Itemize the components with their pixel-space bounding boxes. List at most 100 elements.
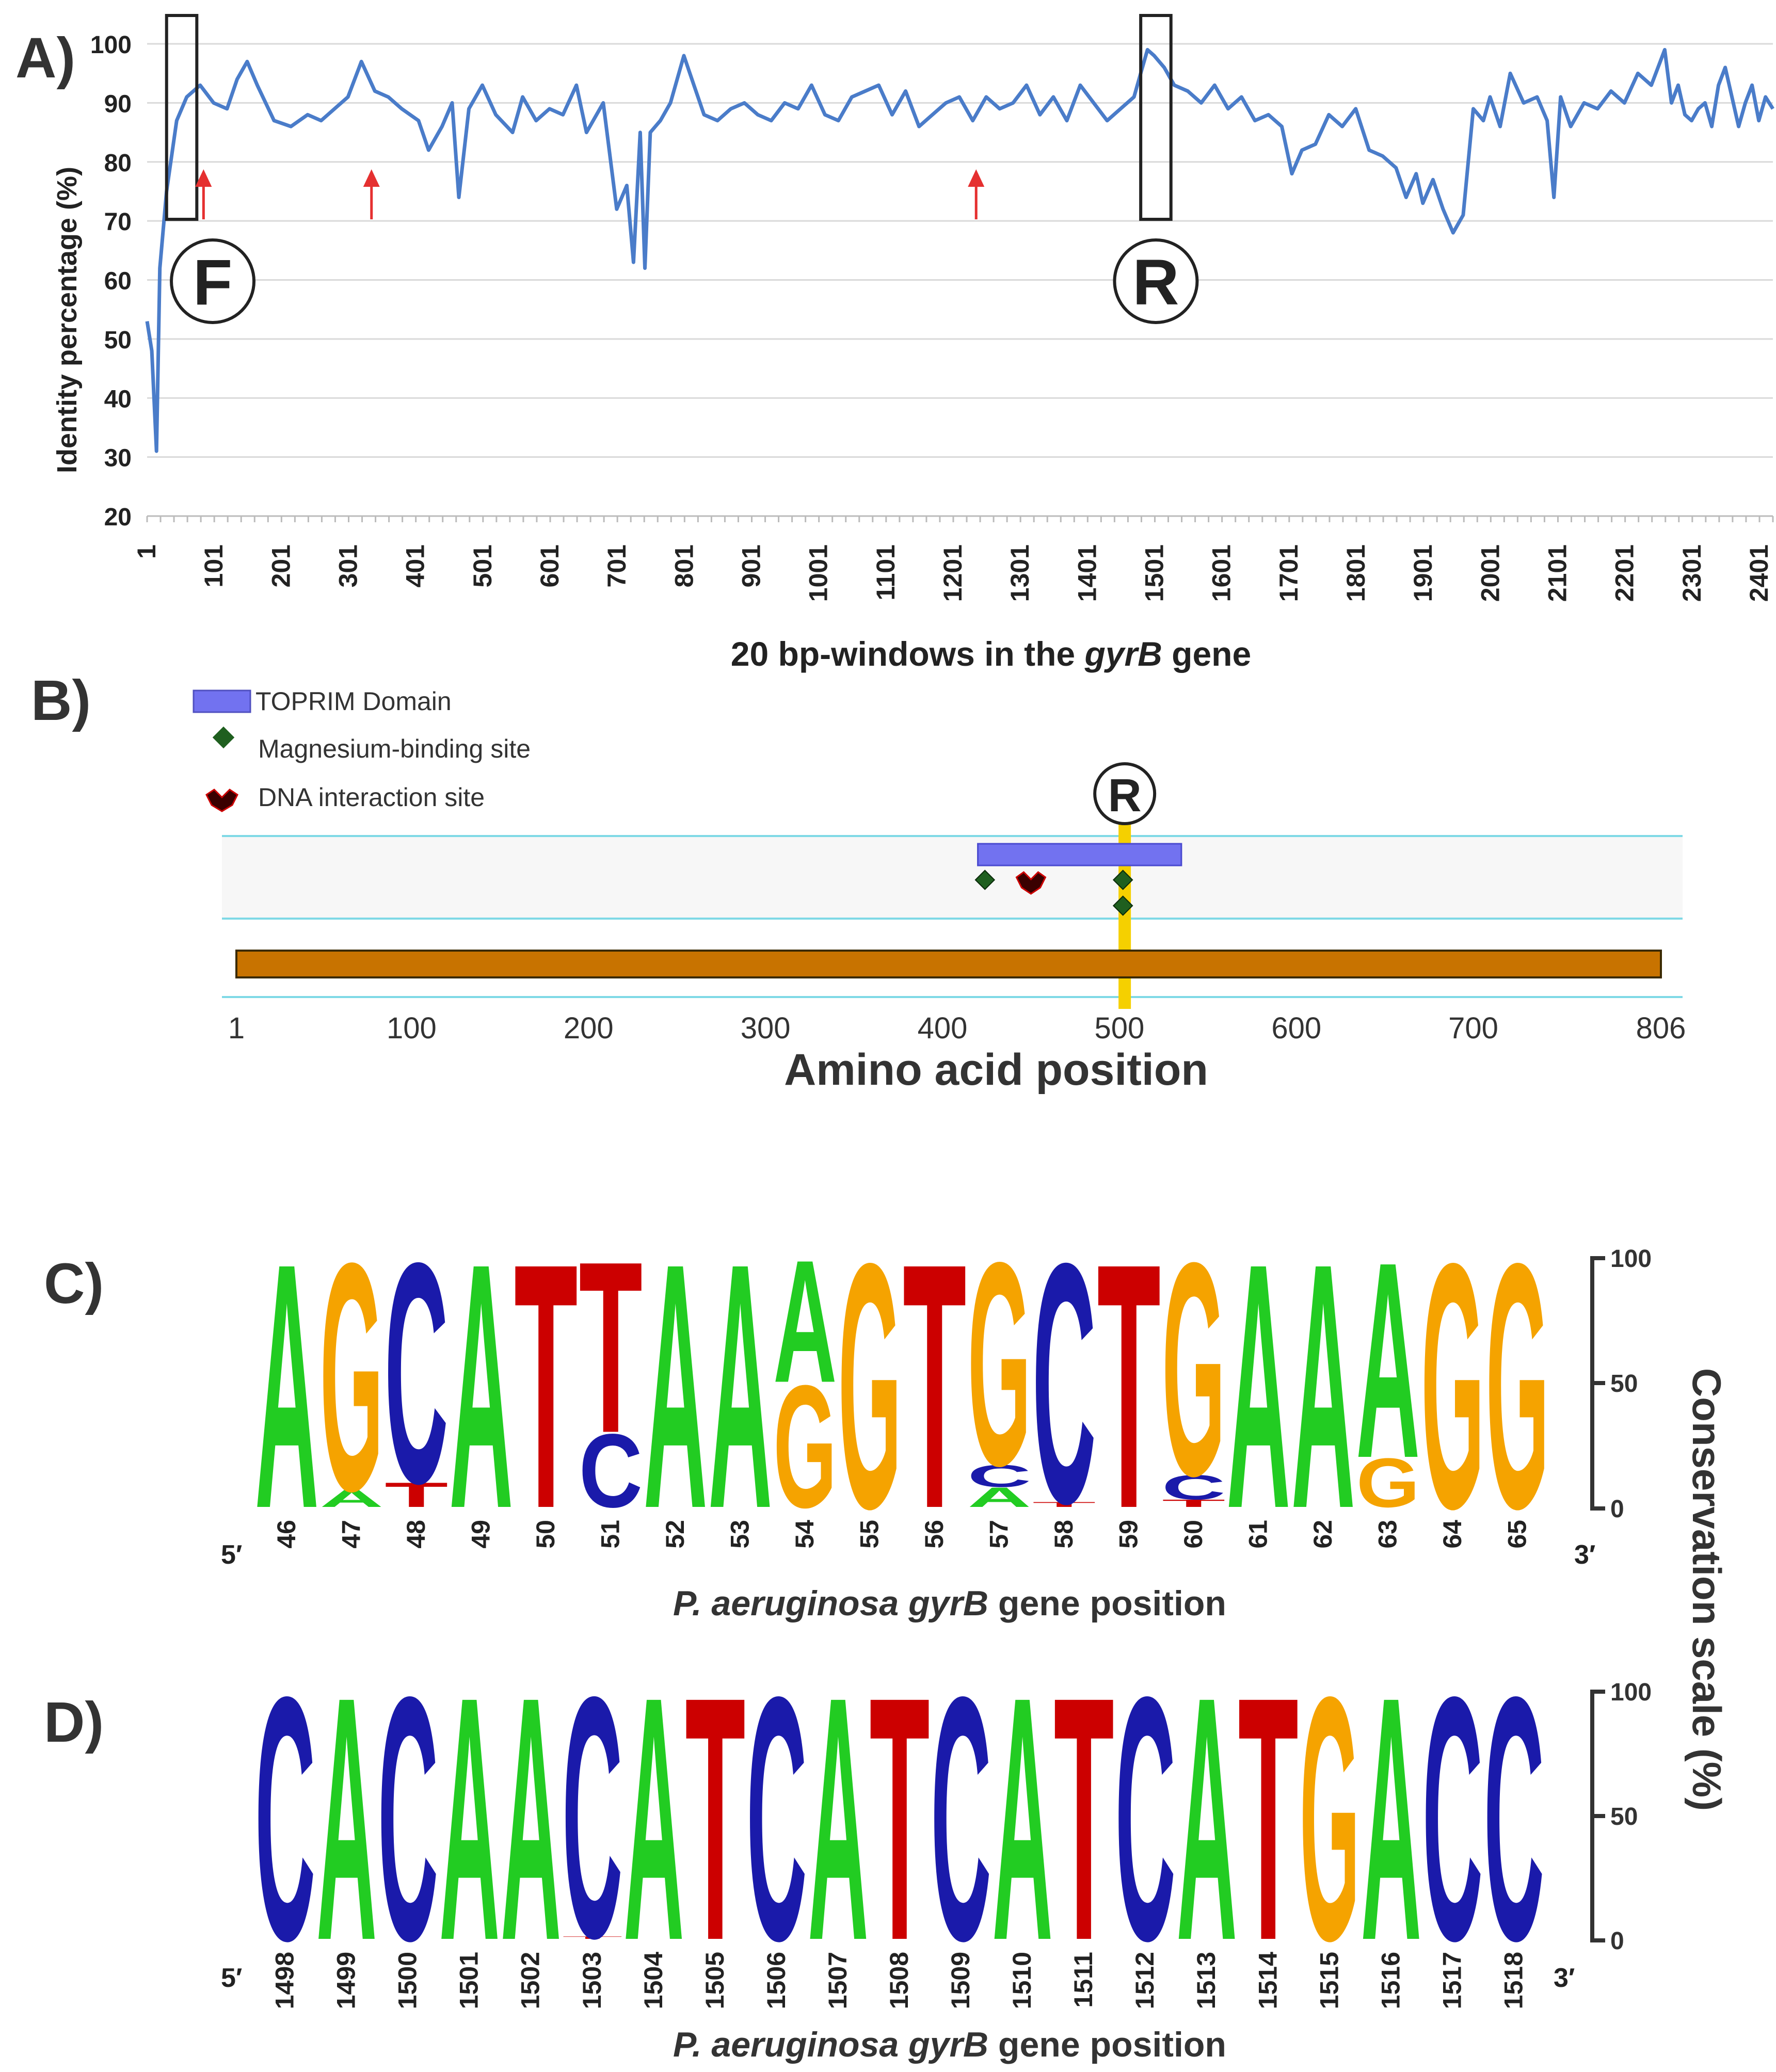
logo-position-label: 49 [466,1520,495,1549]
logo-d-three-prime: 3′ [1554,1963,1575,1993]
x-tick-label: 101 [199,544,228,587]
logo-c-x-label: P. aeruginosa gyrB gene position [673,1584,1226,1623]
logo-position-label: 52 [661,1520,690,1549]
logo-letter-A: A [316,1625,377,2013]
y-tick-label: 20 [104,504,132,531]
logo-c-three-prime: 3′ [1574,1540,1595,1570]
logo-position-label: 48 [402,1520,430,1549]
logo-letter-C: C [746,1625,807,2013]
logo-letter-C: C [1422,1625,1483,2013]
logo-letter-C: C [385,1197,448,1549]
x-tick-label: 2301 [1677,544,1706,602]
x-tick-label: 1801 [1341,544,1370,602]
logo-position-label: 65 [1502,1520,1531,1549]
panel-a-y-ticks: 20 30 40 50 60 70 80 90 100 [90,31,132,531]
x-tick-label: 701 [602,544,631,587]
logo-position-label: 1501 [455,1952,484,2009]
legend-toprim-label: TOPRIM Domain [255,687,452,716]
logo-position-label: 47 [337,1520,365,1549]
panel-b-domain-map: B) TOPRIM Domain Magnesium-binding site … [31,669,1686,1095]
logo-letter-C: C [562,1625,622,2010]
b-x-tick-label: 300 [741,1011,791,1045]
y-tick-label: 60 [104,268,132,295]
x-tick-label: 1501 [1140,544,1169,602]
toprim-domain-bar [977,843,1182,866]
logo-position-label: 64 [1438,1520,1467,1549]
logo-d-scale-0: 0 [1610,1928,1624,1955]
x-tick-label: 2001 [1476,544,1505,602]
logo-letter-C: C [1115,1625,1176,2013]
logo-letter-A: A [993,1625,1053,2013]
x-tick-label: 901 [737,544,765,587]
logo-letter-C: C [378,1625,438,2013]
x-tick-label: 1 [132,544,161,559]
legend-dna-label: DNA interaction site [258,783,485,812]
logo-letter-C: C [579,1412,643,1529]
y-tick-label: 30 [104,445,132,472]
logo-position-label: 51 [596,1520,625,1549]
logo-position-label: 1514 [1253,1952,1282,2009]
logo-letter-G: G [838,1191,902,1581]
primer-label: R [1132,247,1179,318]
b-x-tick-label: 1 [228,1011,245,1045]
logo-position-label: 50 [531,1520,560,1549]
logo-letter-G: G [1486,1191,1549,1581]
logo-letter-T: T [579,1211,643,1484]
r-marker: R [1093,762,1157,825]
logo-c-scale-50: 50 [1610,1370,1638,1398]
logo-letter-T: T [514,1191,578,1581]
legend-magnesium-diamond [212,726,235,749]
logo-letter-A: A [439,1625,500,2013]
logo-position-label: 1498 [270,1952,299,2009]
y-tick-label: 90 [104,90,132,118]
logo-letter-T: T [1054,1625,1114,2013]
logo-letter-A: A [1177,1625,1237,2013]
magnesium-site-marker [1112,895,1133,916]
x-tick-label: 601 [535,544,564,587]
logo-position-label: 1508 [885,1952,914,2009]
conservation-scale-label: Conservation scale (%) [1684,1368,1730,1811]
logo-letter-G: G [773,1349,837,1544]
logo-letter-G: G [1356,1444,1420,1522]
logo-letter-T: T [903,1191,966,1581]
logo-position-label: 59 [1114,1520,1143,1549]
logo-letter-C: C [255,1625,315,2013]
legend-dna-icon [205,789,238,812]
x-tick-label: 2201 [1610,544,1639,602]
b-x-tick-label: 500 [1094,1011,1144,1045]
panel-a-gridlines [147,43,1773,517]
panel-d-sequence-logo: D) C A C A A TC A T C A T C A T C A T G A C C 1498 1499 1500 15… [44,1625,1652,2064]
protein-bar [235,950,1662,978]
logo-letter-A: A [709,1191,772,1581]
b-x-tick-label: 400 [918,1011,968,1045]
logo-letter-T: T [1097,1191,1161,1581]
logo-position-label: 57 [984,1520,1013,1549]
logo-position-label: 1513 [1192,1952,1221,2009]
x-tick-label: 2401 [1745,544,1773,602]
identity-line [145,47,1774,453]
logo-position-label: 1509 [946,1952,975,2009]
logo-position-label: 55 [855,1520,884,1549]
logo-letter-A: A [1361,1625,1421,2013]
logo-letter-A: A [450,1191,513,1581]
logo-position-label: 1511 [1069,1952,1098,2007]
panel-a-y-axis-label: Identity percentage (%) [52,167,83,473]
logo-position-label: 53 [725,1520,754,1549]
x-tick-label: 1001 [804,544,833,602]
logo-letter-C: C [1032,1192,1096,1575]
logo-position-label: 61 [1243,1520,1272,1549]
x-tick-label: 1601 [1207,544,1236,602]
logo-letter-A: A [1227,1191,1290,1581]
logo-d-x-label: P. aeruginosa gyrB gene position [673,2025,1226,2064]
logo-position-label: 60 [1179,1520,1208,1549]
logo-position-label: 46 [272,1520,301,1549]
logo-letter-T: T [1162,1498,1225,1509]
x-tick-label: 1401 [1073,544,1101,602]
x-tick-label: 1101 [871,544,900,600]
logo-d-letters: C A C A A TC A T C A T C A T C A T G A C C [255,1625,1544,2013]
legend-magnesium-label: Magnesium-binding site [258,734,531,763]
panel-a-x-ticks: 1 101 201 301 401 501 601 701 801 901 1001 1101 1201… [132,515,1774,602]
red-arrow-head [195,169,212,187]
